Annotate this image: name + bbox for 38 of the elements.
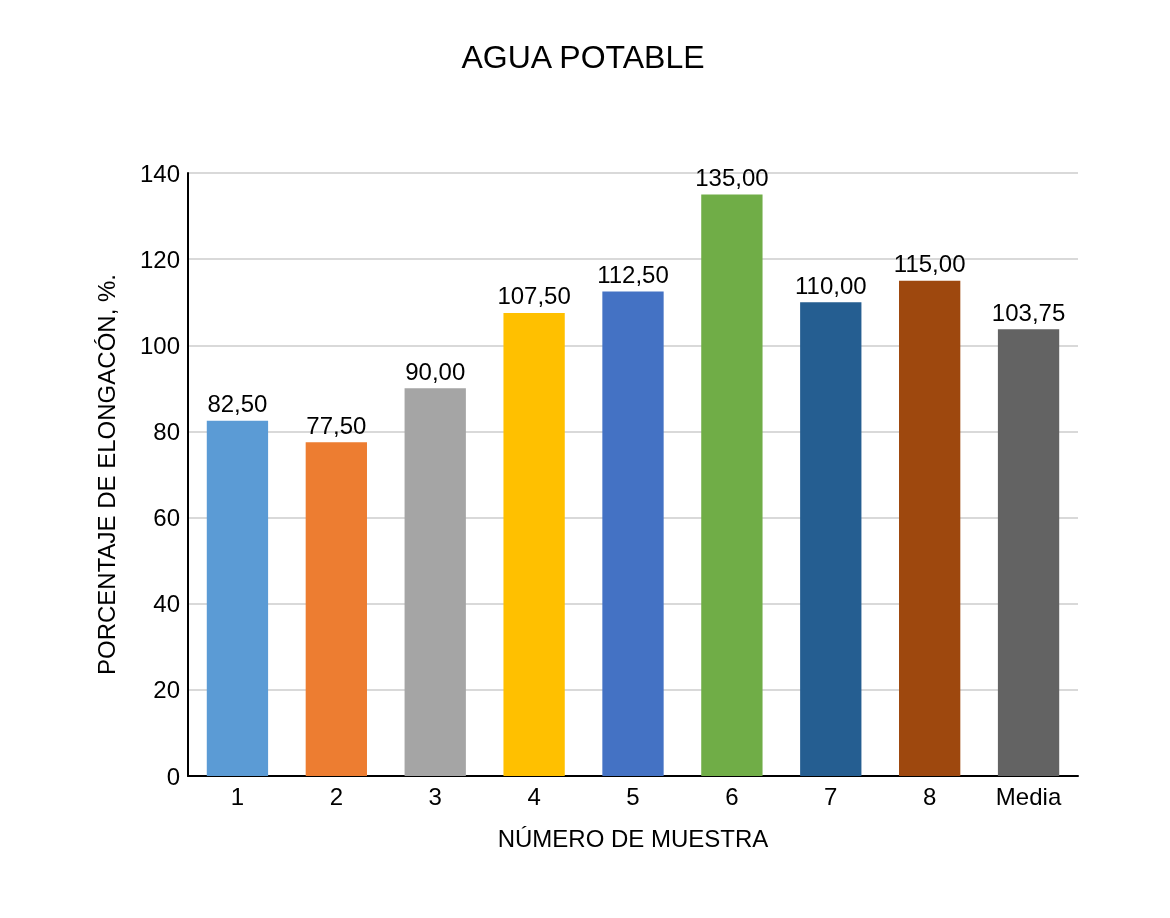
x-tick-label: 1 <box>230 782 245 810</box>
x-tick-label: Media <box>995 782 1062 810</box>
data-label: 82,50 <box>207 390 268 418</box>
data-label: 112,50 <box>597 260 669 288</box>
x-tick-label: 7 <box>824 782 838 810</box>
y-tick-label: 40 <box>153 590 180 618</box>
bar <box>206 420 269 776</box>
bar <box>701 194 763 776</box>
y-axis-title: PORCENTAJE DE ELONGACÓN, %. <box>92 274 120 675</box>
bar <box>997 329 1060 776</box>
y-tick-label: 80 <box>153 417 180 445</box>
x-tick-label: 2 <box>329 782 344 810</box>
y-tick-label: 20 <box>153 676 180 704</box>
x-tick-label: 5 <box>626 782 640 810</box>
bar <box>404 388 466 776</box>
data-label: 107,50 <box>497 282 571 310</box>
x-tick-label: 8 <box>922 782 937 810</box>
bar <box>800 302 862 776</box>
y-tick-label: 0 <box>166 762 180 790</box>
data-label: 90,00 <box>405 357 466 385</box>
bar <box>305 442 367 776</box>
x-tick-label: 3 <box>428 782 442 810</box>
y-tick-label: 100 <box>139 331 180 359</box>
data-label: 110,00 <box>794 271 867 299</box>
y-tick-label: 140 <box>139 159 180 187</box>
y-tick-label: 60 <box>153 504 180 532</box>
y-tick-label: 120 <box>139 245 180 273</box>
x-tick-label: 6 <box>725 782 739 810</box>
bar <box>899 280 961 776</box>
data-label: 115,00 <box>893 250 966 278</box>
chart-title: AGUA POTABLE <box>461 39 705 75</box>
bar <box>503 312 565 776</box>
data-label: 135,00 <box>695 164 769 192</box>
bar <box>602 291 664 776</box>
data-label: 77,50 <box>306 411 367 439</box>
x-axis-title: NÚMERO DE MUESTRA <box>497 824 769 852</box>
x-tick-label: 4 <box>527 782 541 810</box>
data-label: 103,75 <box>991 298 1066 326</box>
